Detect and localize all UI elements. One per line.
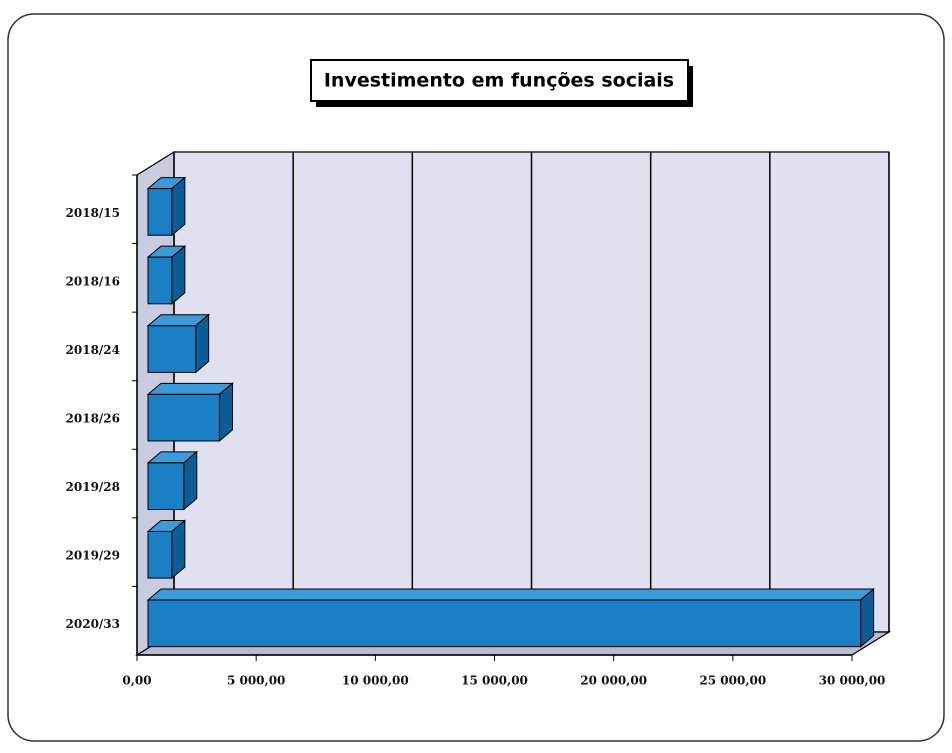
y-tick-label: 2020/33 (66, 617, 120, 631)
x-tick-label: 10 000,00 (342, 674, 409, 688)
y-tick-label: 2018/15 (66, 206, 120, 220)
bar (147, 599, 862, 648)
chart-title: Investimento em funções sociais (324, 70, 674, 92)
x-tick-label: 0,00 (122, 674, 151, 688)
bar-top (146, 588, 875, 601)
bar (147, 393, 220, 442)
title-box (310, 59, 689, 102)
y-tick-label: 2019/28 (66, 480, 120, 494)
x-tick-label: 20 000,00 (580, 674, 647, 688)
x-tick-label: 30 000,00 (819, 674, 886, 688)
y-tick-label: 2019/29 (66, 549, 120, 563)
bar-top (146, 382, 234, 395)
bar (147, 530, 173, 579)
bar (147, 462, 185, 511)
x-tick-label: 25 000,00 (699, 674, 766, 688)
y-tick-label: 2018/26 (66, 412, 120, 426)
x-tick-label: 15 000,00 (461, 674, 528, 688)
bar (147, 256, 173, 305)
y-tick-label: 2018/16 (66, 274, 120, 288)
bar (147, 325, 197, 373)
bar (147, 188, 173, 236)
x-tick-label: 5 000,00 (227, 674, 285, 688)
y-tick-label: 2018/24 (66, 343, 120, 357)
